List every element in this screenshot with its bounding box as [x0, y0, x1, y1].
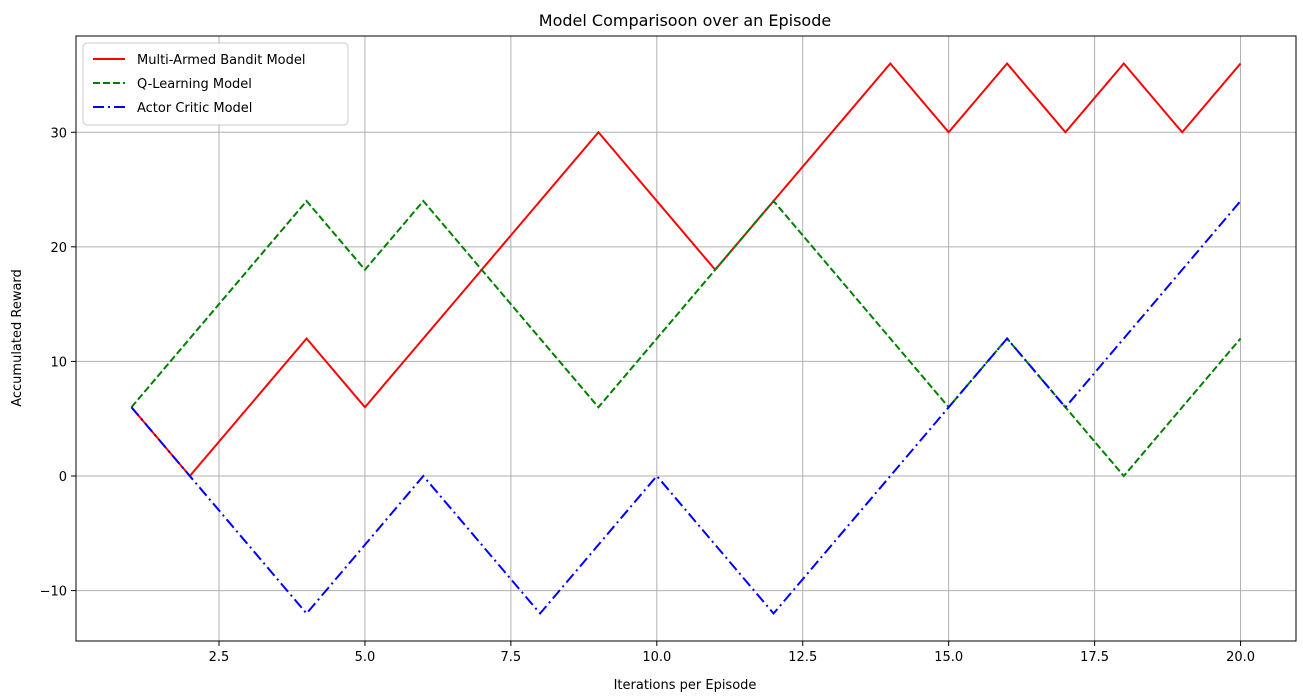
y-tick-label: 30: [50, 126, 67, 141]
y-axis-label: Accumulated Reward: [10, 269, 25, 407]
legend: Multi-Armed Bandit Model Q-Learning Model…: [82, 42, 349, 126]
x-tick-label: 17.5: [1080, 650, 1109, 665]
legend-box: [82, 42, 349, 126]
x-tick-label: 5.0: [355, 650, 376, 665]
y-tick-label: 10: [50, 355, 67, 370]
x-tick-label: 12.5: [788, 650, 817, 665]
x-tick-label: 10.0: [642, 650, 671, 665]
series-line-1: [130, 61, 1242, 478]
legend-label-3: Actor Critic Model: [137, 101, 252, 116]
grid: [76, 36, 1296, 641]
x-axis-label: Iterations per Episode: [614, 678, 757, 693]
series-line-2: [130, 199, 1242, 478]
chart-title: Model Comparisoon over an Episode: [539, 11, 831, 30]
x-tick-label: 7.5: [501, 650, 522, 665]
x-tick-label: 2.5: [209, 650, 230, 665]
series-line-3: [130, 200, 1242, 616]
axis-ticks: 2.5 5.0 7.5 10.0 12.5 15.0 17.5 20.0 −10 0 10 20 30: [40, 126, 1255, 665]
x-tick-label: 15.0: [934, 650, 963, 665]
legend-label-1: Multi-Armed Bandit Model: [137, 53, 306, 68]
y-tick-label: 20: [50, 241, 67, 256]
plot-frame: [75, 35, 1297, 642]
x-tick-label: 20.0: [1226, 650, 1255, 665]
series-lines: [130, 61, 1242, 616]
legend-label-2: Q-Learning Model: [137, 77, 252, 92]
y-tick-label: 0: [59, 470, 67, 485]
y-tick-label: −10: [40, 585, 67, 600]
